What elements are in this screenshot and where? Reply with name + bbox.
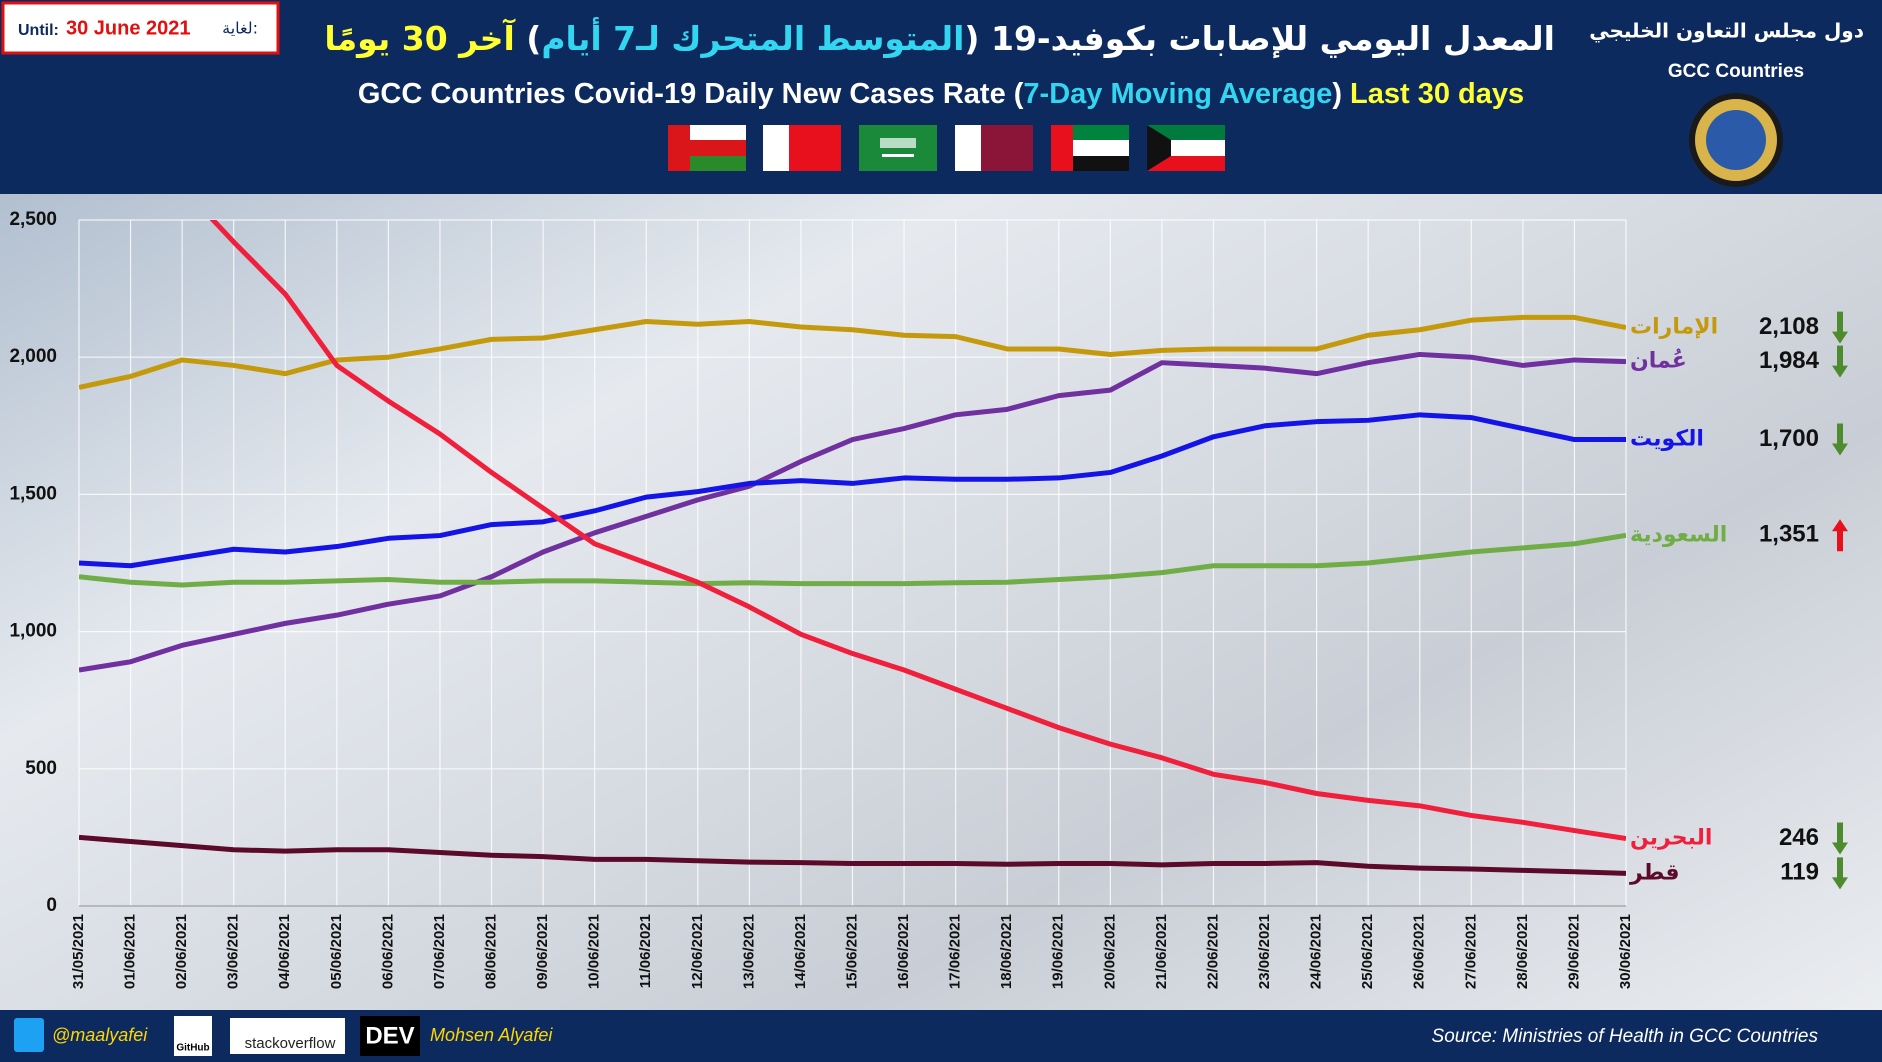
x-tick-label: 19/06/2021 bbox=[1050, 914, 1067, 989]
source: Source: Ministries of Health in GCC Coun… bbox=[1432, 1026, 1819, 1047]
x-tick-label: 21/06/2021 bbox=[1153, 914, 1170, 989]
series-label: عُمان bbox=[1630, 348, 1687, 373]
title-en: GCC Countries Covid-19 Daily New Cases R… bbox=[358, 78, 1524, 110]
y-tick-label: 0 bbox=[46, 895, 57, 916]
x-tick-label: 06/06/2021 bbox=[379, 914, 396, 989]
header-band bbox=[0, 0, 1882, 194]
twitter-handle: @maalyafei bbox=[52, 1025, 148, 1045]
trend-arrow bbox=[1832, 519, 1848, 552]
x-tick-label: 14/06/2021 bbox=[792, 914, 809, 989]
until-box bbox=[1, 1, 280, 55]
x-tick-label: 27/06/2021 bbox=[1462, 914, 1479, 989]
stackoverflow-label: stackoverflow bbox=[245, 1035, 336, 1052]
x-tick-label: 23/06/2021 bbox=[1256, 914, 1273, 989]
y-tick-label: 500 bbox=[25, 758, 57, 779]
twitter-icon bbox=[14, 1018, 44, 1052]
series-label: قطر bbox=[1629, 860, 1680, 885]
end-value-label: 2,108 bbox=[1759, 313, 1819, 340]
series-line bbox=[79, 412, 1626, 569]
y-tick-label: 2,000 bbox=[9, 346, 57, 367]
y-tick-label: 1,500 bbox=[9, 483, 57, 504]
end-value-label: 1,351 bbox=[1759, 521, 1819, 548]
x-tick-label: 20/06/2021 bbox=[1101, 914, 1118, 989]
gcc-logo-inner bbox=[1706, 110, 1766, 170]
until-label-ar: لغاية: bbox=[222, 19, 258, 38]
x-tick-label: 15/06/2021 bbox=[843, 914, 860, 989]
end-value-label: 246 bbox=[1779, 824, 1819, 851]
end-value-label: 1,700 bbox=[1759, 425, 1819, 452]
github-icon bbox=[174, 1016, 212, 1056]
title-part: المتوسط المتحرك لـ7 أيام bbox=[541, 17, 964, 59]
trend-arrow bbox=[1832, 822, 1848, 855]
y-tick-label: 1,000 bbox=[9, 621, 57, 642]
x-tick-label: 16/06/2021 bbox=[895, 914, 912, 989]
x-tick-label: 01/06/2021 bbox=[122, 914, 139, 989]
title-part: 7-Day Moving Average bbox=[1023, 78, 1332, 110]
x-tick-label: 29/06/2021 bbox=[1565, 914, 1582, 989]
x-tick-label: 26/06/2021 bbox=[1411, 914, 1428, 989]
github-label: GitHub bbox=[176, 1043, 209, 1054]
title-part: المعدل اليومي للإصابات بكوفيد-19 ( bbox=[964, 19, 1555, 59]
x-tick-label: 05/06/2021 bbox=[328, 914, 345, 989]
x-tick-label: 31/05/2021 bbox=[70, 914, 87, 989]
x-tick-label: 17/06/2021 bbox=[947, 914, 964, 989]
end-value-label: 1,984 bbox=[1759, 347, 1820, 374]
x-tick-label: 11/06/2021 bbox=[637, 914, 654, 988]
x-tick-label: 25/06/2021 bbox=[1359, 914, 1376, 989]
title-ar: المعدل اليومي للإصابات بكوفيد-19 (المتوس… bbox=[324, 17, 1555, 59]
x-tick-label: 02/06/2021 bbox=[173, 914, 190, 989]
series-line bbox=[79, 834, 1626, 876]
series-line bbox=[209, 220, 1626, 841]
y-tick-label: 2,500 bbox=[9, 209, 57, 230]
series-label: البحرين bbox=[1630, 825, 1712, 850]
x-tick-label: 30/06/2021 bbox=[1617, 914, 1634, 989]
x-tick-label: 09/06/2021 bbox=[534, 914, 551, 989]
x-tick-label: 28/06/2021 bbox=[1514, 914, 1531, 989]
trend-arrow bbox=[1832, 423, 1848, 456]
x-tick-label: 18/06/2021 bbox=[998, 914, 1015, 989]
org-ar: دول مجلس التعاون الخليجي bbox=[1589, 19, 1864, 44]
x-tick-label: 22/06/2021 bbox=[1204, 914, 1221, 989]
until-date: 30 June 2021 bbox=[66, 17, 191, 39]
flags bbox=[668, 125, 1225, 171]
trend-arrow bbox=[1832, 311, 1848, 344]
x-tick-label: 12/06/2021 bbox=[689, 914, 706, 989]
series-line bbox=[79, 351, 1626, 673]
x-tick-label: 03/06/2021 bbox=[225, 914, 242, 989]
series-line bbox=[79, 314, 1626, 390]
title-part: Last 30 days bbox=[1342, 78, 1524, 110]
x-tick-label: 04/06/2021 bbox=[276, 914, 293, 989]
title-part: ) bbox=[1332, 78, 1342, 110]
series-line bbox=[79, 532, 1626, 588]
title-part: GCC Countries Covid-19 Daily New Cases R… bbox=[358, 78, 1024, 110]
stackoverflow-icon bbox=[230, 1018, 345, 1054]
x-tick-label: 24/06/2021 bbox=[1308, 914, 1325, 989]
trend-arrow bbox=[1832, 345, 1848, 378]
x-tick-label: 10/06/2021 bbox=[586, 914, 603, 989]
author: Mohsen Alyafei bbox=[430, 1025, 553, 1045]
x-tick-label: 08/06/2021 bbox=[483, 914, 500, 989]
x-tick-label: 07/06/2021 bbox=[431, 914, 448, 989]
dev-icon bbox=[360, 1016, 420, 1056]
end-value-label: 119 bbox=[1780, 859, 1819, 886]
series-label: الكويت bbox=[1630, 427, 1704, 452]
series-label: الإمارات bbox=[1630, 315, 1718, 340]
dev-label: DEV bbox=[365, 1022, 414, 1049]
title-part: ) bbox=[526, 19, 541, 58]
org-en: GCC Countries bbox=[1668, 61, 1804, 82]
title-part: آخر 30 يومًا bbox=[324, 18, 526, 59]
trend-arrow bbox=[1832, 857, 1848, 890]
x-tick-label: 13/06/2021 bbox=[740, 914, 757, 989]
until-label: Until: bbox=[18, 22, 59, 39]
series-label: السعودية bbox=[1630, 522, 1727, 547]
